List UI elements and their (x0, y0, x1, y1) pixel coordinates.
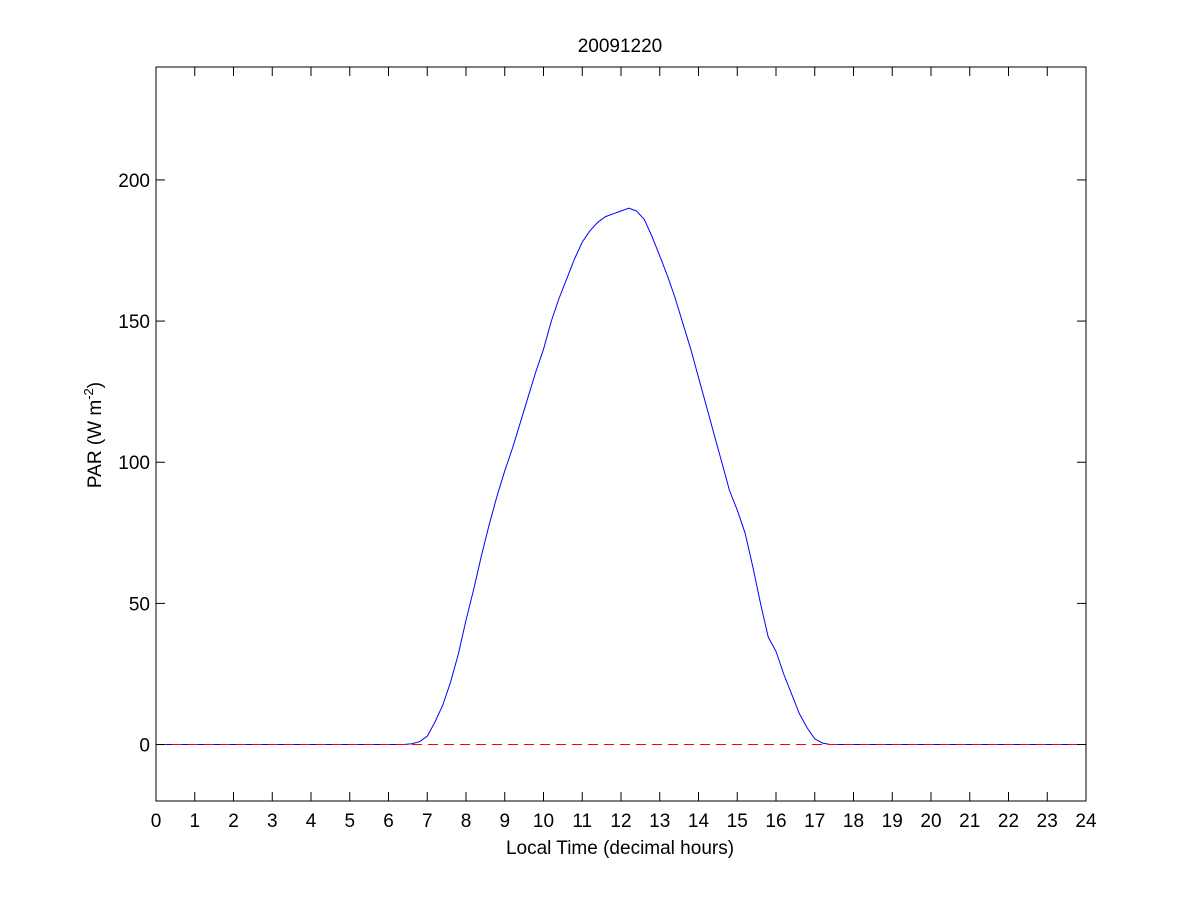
x-tick-label: 23 (1037, 811, 1058, 832)
x-tick-label: 5 (344, 811, 355, 832)
y-axis-label-main: PAR (W m (85, 400, 106, 488)
y-tick-label: 100 (118, 453, 150, 474)
x-tick-label: 9 (499, 811, 510, 832)
x-tick-label: 14 (688, 811, 710, 832)
x-tick-label: 18 (843, 811, 864, 832)
y-axis-label: PAR (W m-2) (81, 382, 106, 488)
y-tick-label: 200 (118, 171, 150, 192)
par-series-line (156, 207, 1086, 745)
y-axis-label-close: ) (85, 382, 106, 388)
x-tick-label: 21 (959, 811, 980, 832)
x-tick-label: 0 (151, 811, 162, 832)
x-tick-label: 20 (920, 811, 941, 832)
x-tick-label: 24 (1075, 811, 1097, 832)
x-tick-label: 7 (422, 811, 433, 832)
y-tick-label: 0 (139, 736, 150, 757)
x-tick-label: 11 (572, 811, 592, 832)
x-tick-label: 3 (267, 811, 278, 832)
y-tick-label: 50 (129, 594, 150, 615)
x-tick-label: 12 (610, 811, 631, 832)
x-tick-label: 15 (727, 811, 748, 832)
x-tick-label: 2 (228, 811, 239, 832)
x-tick-label: 6 (383, 811, 394, 832)
x-tick-label: 22 (998, 811, 1019, 832)
y-tick-label: 150 (118, 312, 150, 333)
chart-title: 20091220 (578, 36, 663, 57)
x-tick-label: 19 (882, 811, 903, 832)
x-axis-label: Local Time (decimal hours) (506, 838, 734, 859)
x-tick-label: 8 (461, 811, 472, 832)
x-tick-label: 13 (649, 811, 670, 832)
x-tick-label: 16 (765, 811, 786, 832)
y-axis-label-sup: -2 (81, 388, 96, 400)
plot-area (156, 207, 1086, 745)
x-tick-label: 10 (533, 811, 554, 832)
x-tick-label: 4 (306, 811, 317, 832)
x-tick-label: 1 (189, 811, 200, 832)
axes: 0 1 2 3 4 5 6 7 8 9 10 11 12 13 14 15 16 17 18 19 20 21 22 23 24… (118, 66, 1097, 832)
x-tick-label: 17 (804, 811, 825, 832)
